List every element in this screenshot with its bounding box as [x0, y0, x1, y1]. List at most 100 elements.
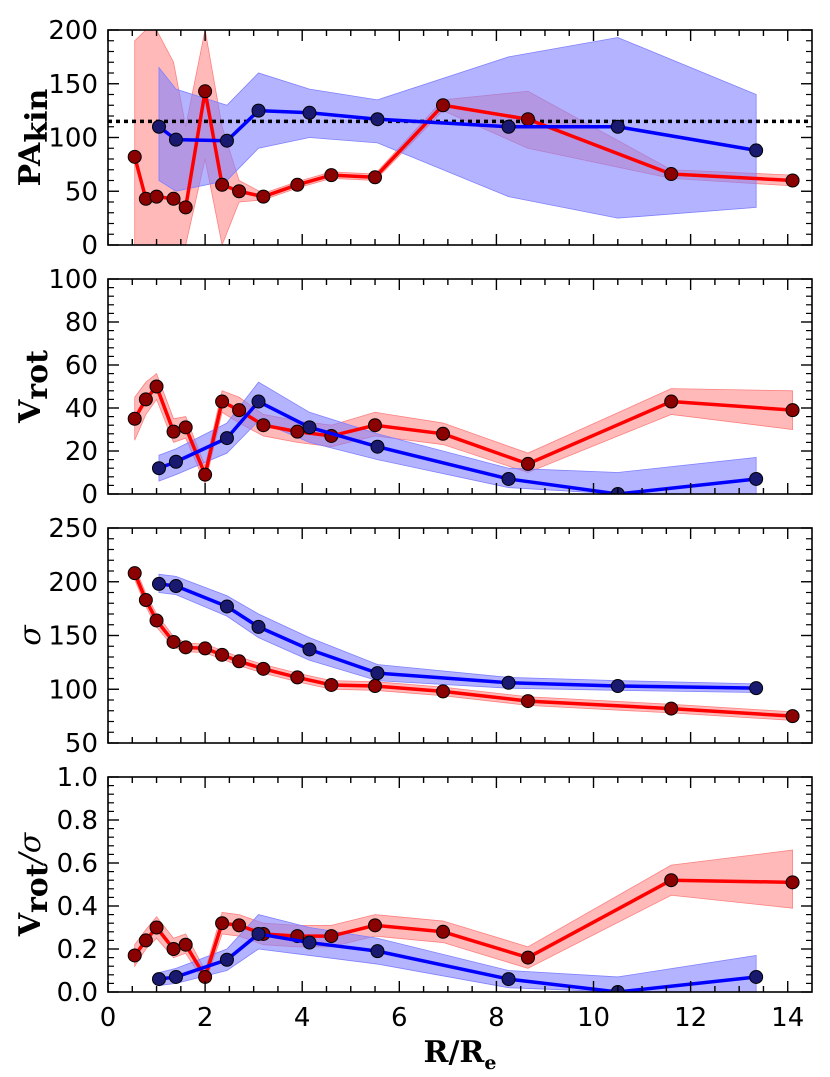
blue-uncertainty-band [158, 914, 757, 992]
red-data-point [664, 167, 679, 182]
y-tick-label: 200 [48, 568, 98, 598]
y-axis-label: Vrot/σ [13, 831, 55, 937]
red-data-point [166, 942, 181, 956]
y-tick-label: 0 [81, 480, 98, 510]
red-data-point [436, 426, 451, 441]
y-axis-label-subscript: rot [20, 863, 55, 913]
x-tick-label: 6 [391, 1003, 408, 1033]
red-data-point [178, 200, 193, 215]
red-data-point [166, 191, 181, 206]
blue-data-point [749, 143, 764, 158]
y-tick-label: 40 [65, 394, 98, 424]
red-data-point [178, 420, 193, 435]
red-data-point [215, 177, 230, 192]
red-data-point [785, 709, 800, 724]
blue-data-point [219, 599, 234, 614]
x-tick-label: 8 [488, 1003, 505, 1033]
plot-area [108, 30, 812, 245]
blue-data-point [370, 112, 385, 127]
red-data-point [138, 593, 153, 608]
red-data-point [166, 634, 181, 649]
red-data-point [368, 918, 383, 933]
blue-uncertainty-band [158, 573, 757, 693]
y-tick-label: 0.2 [57, 935, 98, 965]
red-data-point [520, 950, 535, 965]
x-tick-label: 10 [577, 1003, 610, 1033]
y-tick-label: 0.4 [57, 892, 98, 922]
red-data-point [178, 937, 193, 952]
y-tick-label: 20 [65, 437, 98, 467]
blue-data-point [302, 105, 317, 120]
red-data-point [368, 170, 383, 185]
plot-area [127, 372, 800, 494]
red-data-point [127, 149, 142, 164]
x-tick-label: 4 [294, 1003, 311, 1033]
y-tick-label: 0 [81, 231, 98, 261]
blue-data-point [302, 420, 317, 435]
blue-uncertainty-band [158, 381, 757, 494]
blue-data-point [251, 619, 266, 634]
blue-data-point [251, 394, 266, 409]
red-data-point [232, 184, 247, 199]
red-data-point [198, 641, 213, 656]
red-data-point [138, 392, 153, 407]
panel-frame [107, 776, 813, 993]
x-tick-label: 14 [771, 1003, 804, 1033]
y-axis-label: Vrot [13, 350, 55, 424]
y-tick-label: 0.8 [57, 806, 98, 836]
y-axis-label-subscript: rot [20, 350, 55, 400]
red-series-line [133, 878, 793, 979]
blue-data-point [370, 439, 385, 454]
x-tick-label: 12 [674, 1003, 707, 1033]
y-tick-label: 100 [48, 675, 98, 705]
red-data-point [149, 920, 164, 935]
x-axis-label: R/Re [424, 1035, 497, 1074]
blue-data-point [251, 926, 266, 941]
y-tick-label: 150 [48, 70, 98, 100]
red-data-point [127, 566, 142, 581]
blue-data-point [501, 972, 516, 987]
red-data-point [664, 394, 679, 409]
y-axis-label-main: V [13, 912, 48, 937]
red-data-point [520, 112, 535, 127]
y-tick-label: 60 [65, 351, 98, 381]
x-tick-label: 0 [100, 1003, 117, 1033]
red-data-point [256, 661, 271, 676]
red-series-line [133, 572, 793, 718]
red-data-point [290, 670, 305, 685]
red-series-line [133, 89, 793, 210]
blue-data-point [302, 935, 317, 950]
red-data-point [664, 701, 679, 716]
red-data-point [127, 411, 142, 426]
y-axis-label-main: V [13, 399, 48, 424]
red-data-point [290, 424, 305, 439]
y-tick-label: 250 [48, 514, 98, 544]
red-data-point [324, 929, 339, 944]
red-data-point [215, 647, 230, 662]
red-data-point [149, 189, 164, 204]
blue-data-point [219, 431, 234, 446]
red-data-point [785, 403, 800, 418]
y-tick-label: 150 [48, 622, 98, 652]
red-data-point [256, 189, 271, 204]
blue-data-point [501, 119, 516, 134]
blue-data-point [501, 675, 516, 690]
blue-data-point [168, 132, 183, 147]
y-tick-label: 1.0 [57, 763, 98, 793]
blue-data-point [151, 972, 166, 987]
y-tick-label: 200 [48, 16, 98, 46]
red-data-point [368, 418, 383, 433]
blue-data-point [168, 454, 183, 469]
blue-data-point [501, 471, 516, 486]
y-tick-label: 100 [48, 265, 98, 295]
blue-data-point [370, 666, 385, 681]
red-data-point [324, 168, 339, 183]
blue-data-point [219, 952, 234, 967]
panel-vrot: 0 20 40 60 80 100 Vrot [13, 265, 813, 510]
red-data-point [436, 684, 451, 699]
y-axis-label: σ [13, 624, 48, 646]
red-data-point [138, 933, 153, 948]
red-series-line [133, 384, 793, 477]
y-tick-label: 80 [65, 308, 98, 338]
